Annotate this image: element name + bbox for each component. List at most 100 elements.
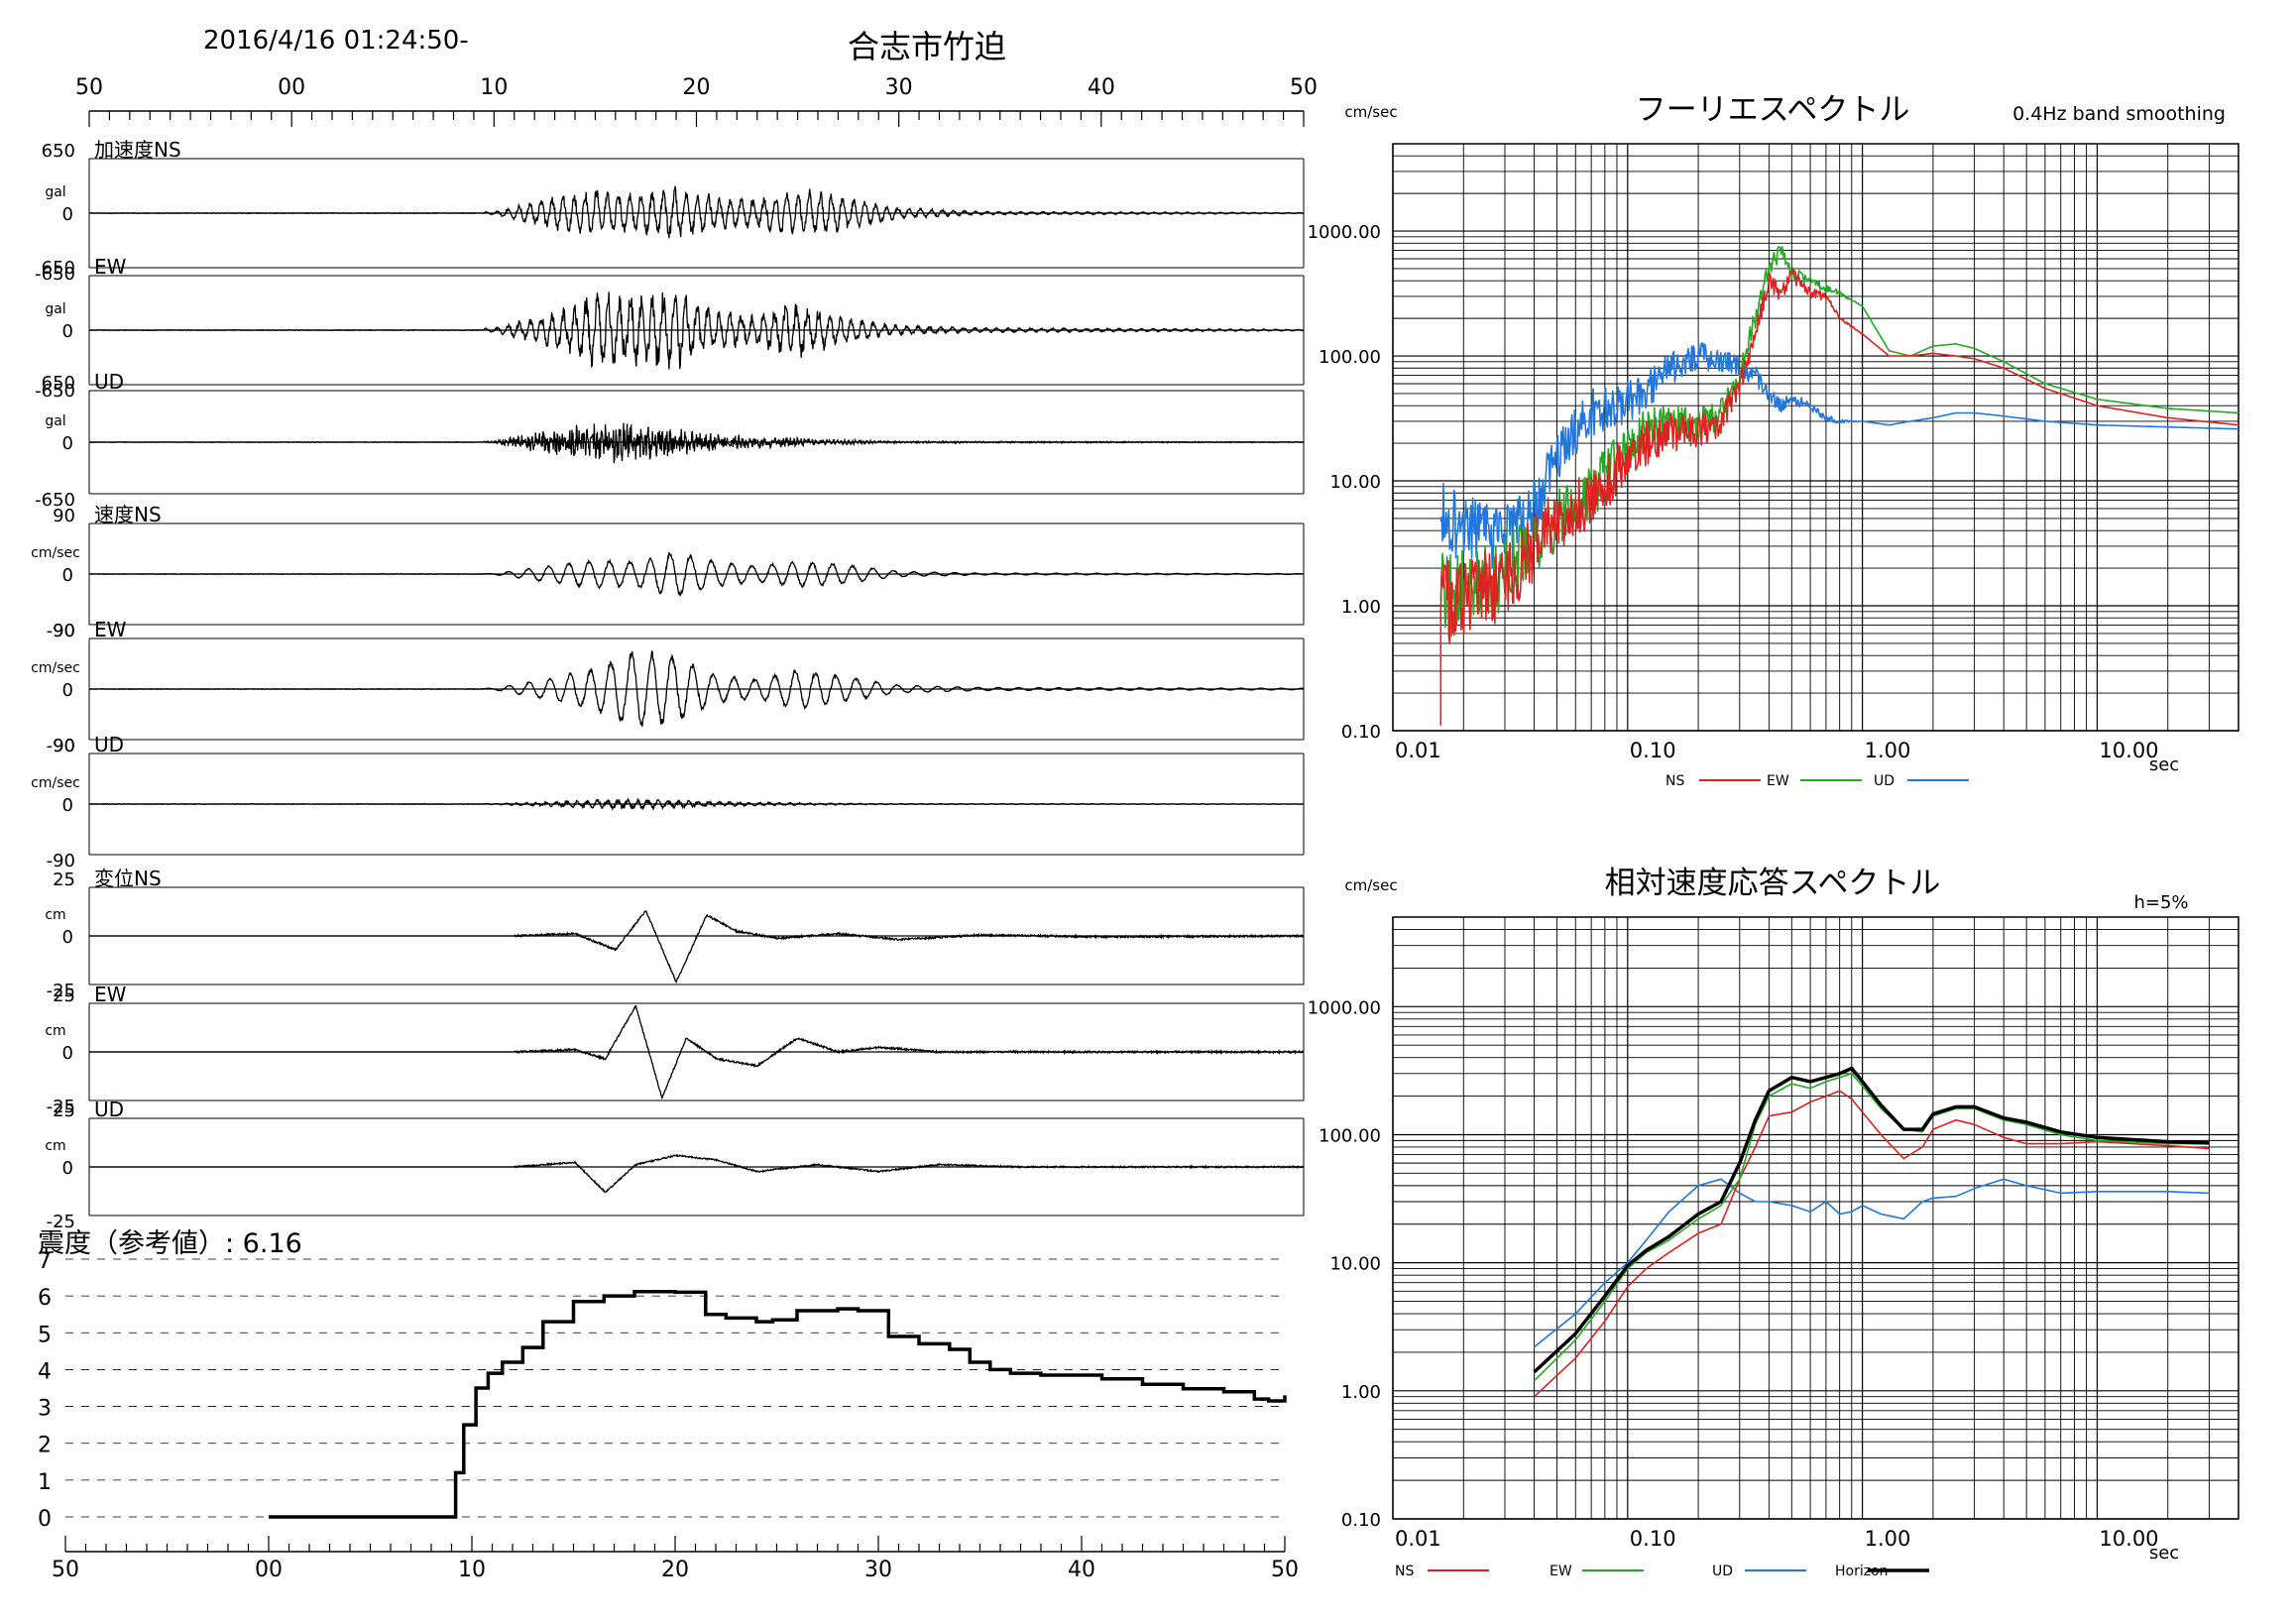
series-line-Horizon: [1533, 1066, 2210, 1374]
ymin-label: -650: [35, 381, 75, 402]
time-tick-label: 50: [75, 75, 103, 100]
waveform-trace: [88, 650, 1305, 727]
unit-label: gal: [45, 301, 65, 317]
unit-label: gal: [45, 184, 65, 200]
waveform-trace: [89, 910, 1305, 985]
time-tick-label: 40: [1088, 75, 1115, 100]
time-tick-label: 30: [864, 1558, 892, 1582]
ymin-label: -25: [47, 1097, 75, 1117]
y-unit-label: cm/sec: [1344, 876, 1397, 894]
trace-label: EW: [94, 618, 127, 641]
time-tick-label: 00: [278, 75, 305, 100]
time-tick-label: 10: [480, 75, 508, 100]
legend-label: NS: [1665, 773, 1684, 789]
spectrum-chart-response: 1000.00 100.00 10.00 1.00 0.10 0.01 0.10 1.00 10…: [1308, 866, 2239, 1579]
y-tick-label: 10.00: [1329, 472, 1381, 493]
time-tick-label: 40: [1068, 1558, 1095, 1582]
chart-subtitle: 0.4Hz band smoothing: [2012, 103, 2226, 125]
ymin-label: -650: [35, 490, 75, 511]
ymin-label: -25: [47, 981, 75, 1001]
intensity-ytick-label: 1: [38, 1470, 52, 1495]
intensity-chart: 震度（参考値）: 6.16 0 1 2 3 4 5 6 7 50 00 10 20 30 40 50: [38, 1228, 1299, 1582]
plot-frame: [1392, 143, 2239, 732]
ymin-label: -25: [47, 1212, 75, 1232]
ymin-label: -650: [35, 264, 75, 285]
intensity-ytick-label: 3: [38, 1397, 52, 1422]
zero-label: 0: [62, 927, 73, 948]
zero-label: 0: [62, 795, 73, 816]
ymax-label: 25: [53, 985, 75, 1006]
zero-label: 0: [62, 565, 73, 586]
trace-label: UD: [94, 1098, 124, 1121]
record-datetime: 2016/4/16 01:24:50-: [203, 26, 469, 56]
ymin-label: -90: [47, 621, 75, 641]
unit-label: gal: [45, 413, 65, 429]
series-line-UD: [1534, 1178, 2210, 1348]
time-tick-label: 50: [1271, 1558, 1299, 1582]
unit-label: cm: [45, 1023, 65, 1039]
ymax-label: 90: [53, 506, 75, 526]
y-tick-label: 100.00: [1319, 1125, 1381, 1146]
x-tick-label: 0.10: [1630, 1527, 1676, 1551]
y-tick-label: 1.00: [1341, 1382, 1381, 1403]
zero-label: 0: [62, 1043, 73, 1064]
x-tick-label: 1.00: [1865, 739, 1911, 762]
waveform-trace: [89, 797, 1304, 812]
x-unit-label: sec: [2149, 1543, 2179, 1564]
zero-label: 0: [62, 204, 73, 225]
trace-label: 速度NS: [94, 503, 162, 526]
trace-label: 加速度NS: [94, 138, 181, 162]
zero-label: 0: [62, 433, 73, 454]
series-line-EW: [1534, 1073, 2210, 1382]
damping-label: h=5%: [2133, 892, 2188, 913]
ymax-label: 650: [42, 258, 75, 279]
unit-label: cm/sec: [31, 545, 80, 561]
spectrum-chart-fourier: 1000.00 100.00 10.00 1.00 0.10 0.01 0.10 1.00 10…: [1308, 92, 2239, 789]
x-tick-label: 0.01: [1395, 1527, 1441, 1551]
time-tick-label: 50: [52, 1558, 79, 1582]
waveform-trace: [89, 1004, 1305, 1100]
waveform-trace: [88, 551, 1305, 597]
series-line-UD: [1439, 342, 2239, 569]
x-tick-label: 0.10: [1630, 739, 1676, 762]
trace-label: EW: [94, 983, 127, 1006]
ymax-label: 90: [53, 621, 75, 641]
zero-label: 0: [62, 1158, 73, 1179]
ymax-label: 90: [53, 736, 75, 756]
ymax-label: 25: [53, 1101, 75, 1121]
trace-label: UD: [94, 733, 124, 756]
y-tick-label: 0.10: [1341, 722, 1381, 743]
legend-label: UD: [1874, 773, 1894, 789]
intensity-ytick-label: 0: [38, 1507, 52, 1532]
y-tick-label: 10.00: [1329, 1254, 1381, 1275]
time-tick-label: 30: [885, 75, 913, 100]
chart-title: フーリエスペクトル: [1636, 92, 1910, 128]
unit-label: cm/sec: [31, 660, 80, 676]
waveform-trace: [89, 1153, 1305, 1194]
x-tick-label: 1.00: [1865, 1527, 1911, 1551]
time-tick-label: 20: [661, 1558, 689, 1582]
ymax-label: 25: [53, 869, 75, 890]
y-tick-label: 1000.00: [1308, 997, 1381, 1018]
trace-label: EW: [94, 255, 127, 279]
time-tick-label: 20: [683, 75, 711, 100]
time-tick-label: 00: [255, 1558, 283, 1582]
x-tick-label: 0.01: [1395, 739, 1441, 762]
trace-label: UD: [94, 370, 124, 394]
waveform-trace: [89, 291, 1305, 370]
unit-label: cm: [45, 907, 65, 923]
zero-label: 0: [62, 680, 73, 701]
ymin-label: -90: [47, 736, 75, 756]
time-tick-label: 50: [1290, 75, 1318, 100]
intensity-title: 震度（参考値）: 6.16: [38, 1228, 302, 1259]
legend-label: EW: [1767, 773, 1789, 789]
intensity-ytick-label: 2: [38, 1434, 52, 1458]
legend-label: Horizon: [1835, 1564, 1889, 1579]
